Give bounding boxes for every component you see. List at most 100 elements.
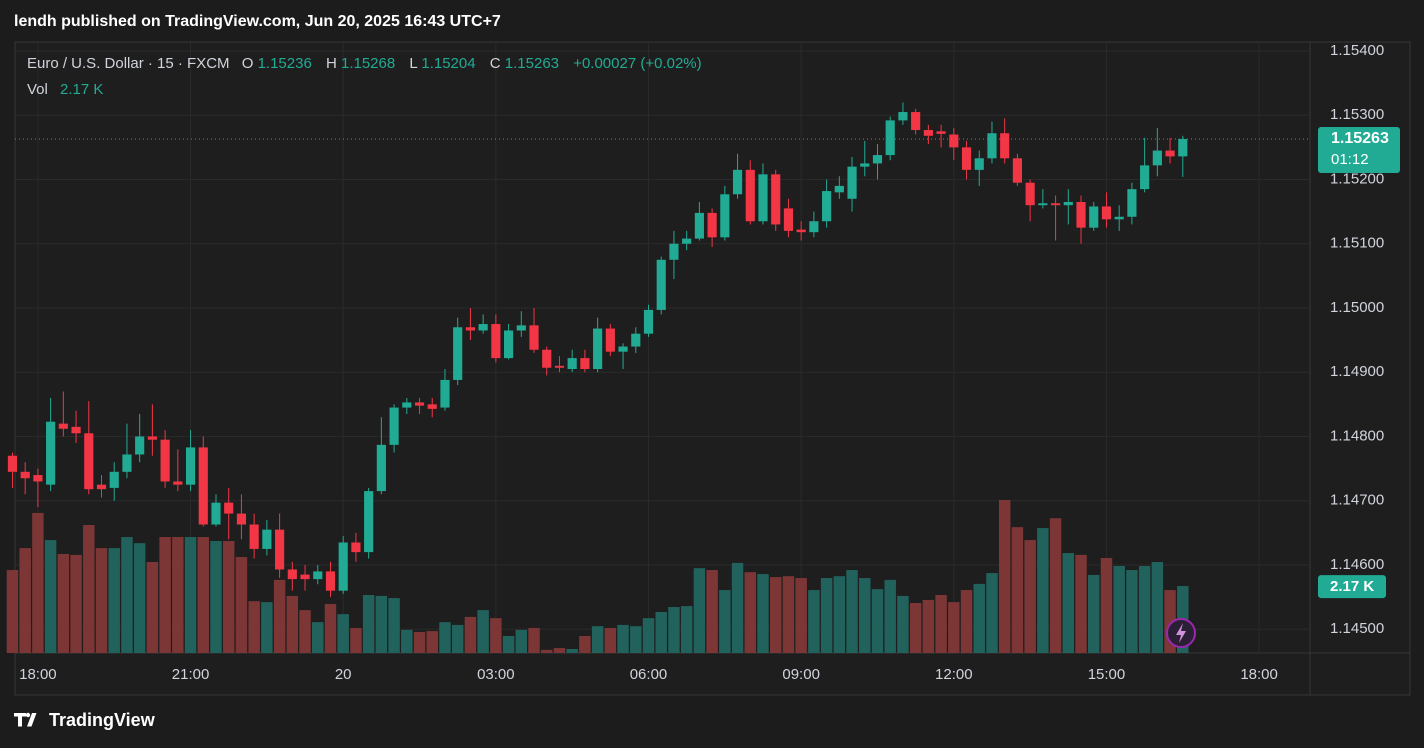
c-value: 1.15263 [505,55,559,72]
volume-bar [70,554,82,653]
volume-bar [1075,554,1087,653]
volume-bar [935,595,947,653]
candle-body [974,158,984,170]
volume-bar [757,574,769,653]
candle-body [1114,216,1124,220]
volume-bar [146,562,159,653]
volume-bar [1062,553,1075,653]
candle-body [338,542,348,591]
volume-bar [159,537,171,653]
candle-body [351,542,361,553]
volume-bar [719,590,731,653]
y-tick-label: 1.14500 [1330,620,1384,637]
candle-body [122,454,132,472]
candle-body [987,133,997,159]
candle-body [949,134,959,148]
candle-body [84,433,94,490]
volume-legend: Vol 2.17 K [27,81,103,98]
volume-bar [782,576,795,653]
candle-body [542,349,552,368]
candle-body [71,426,81,434]
x-tick-label: 09:00 [782,666,820,683]
x-tick-label: 18:00 [1240,666,1278,683]
volume-bar [884,579,896,653]
brand-name: TradingView [49,710,156,730]
volume-bar [121,537,133,653]
volume-bar [591,626,604,653]
candle-body [911,112,921,131]
candle-body [58,423,68,429]
volume-bar [1126,570,1138,653]
candle-body [707,212,717,238]
volume-bar [655,611,667,653]
candle-body [809,221,819,233]
candle-body [160,439,170,482]
volume-bar [604,628,617,653]
candle-body [236,513,247,525]
candle-body [414,402,425,406]
candle-body [1025,182,1035,206]
countdown: 01:12 [1331,151,1369,168]
candles [7,102,1188,598]
candle-body [1076,201,1086,228]
candle-body [1178,139,1188,157]
volume-bars [6,500,1189,653]
volume-bar [172,537,184,653]
candle-body [554,365,565,368]
volume-bar [197,537,209,653]
volume-bar [846,570,858,653]
volume-bar [948,602,960,653]
vol-label: Vol [27,81,48,98]
candle-body [109,471,119,488]
candle-body [364,491,374,553]
volume-bar [184,537,197,653]
volume-bar [477,610,489,653]
candle-body [732,169,743,195]
candle-body [453,327,463,380]
volume-bar [375,595,388,653]
candle-body [923,130,933,136]
x-tick-label: 12:00 [935,666,973,683]
volume-bar [973,583,985,653]
candle-body [465,327,475,331]
brand-logo: TradingView [14,710,156,730]
x-tick-label: 06:00 [630,666,668,683]
volume-bar [693,568,706,653]
candle-body [46,421,56,485]
candle-body [135,436,145,455]
volume-bar [464,616,477,653]
candle-body [885,120,895,156]
alert-icon[interactable] [1166,618,1196,648]
candle-body [847,166,857,199]
volume-bar [401,629,413,653]
volume-tag [1318,575,1386,599]
candle-body [1000,133,1010,159]
y-tick-label: 1.14800 [1330,427,1384,444]
y-tick-label: 1.15200 [1330,170,1384,187]
volume-bar [95,548,108,653]
volume-bar [1138,566,1151,653]
volume-bar [426,631,438,653]
l-label: L [409,55,417,72]
volume-bar [312,622,324,653]
y-tick-label: 1.15000 [1330,299,1384,316]
volume-bar [960,590,973,653]
logo-mark [14,713,37,727]
candle-body [173,481,183,485]
volume-bar [6,570,19,653]
y-tick-label: 1.15300 [1330,106,1384,123]
candle-body [275,529,285,570]
volume-bar [833,576,846,653]
candle-body [262,529,272,549]
volume-bar [680,606,693,653]
volume-bar [1164,590,1176,653]
volume-bar [337,614,349,653]
volume-bar [439,622,451,653]
volume-bar [57,553,70,653]
candle-body [389,407,399,445]
candle-body [669,243,679,260]
y-tick-label: 1.14900 [1330,363,1384,380]
candle-body [1012,158,1022,183]
candle-body [872,155,883,164]
